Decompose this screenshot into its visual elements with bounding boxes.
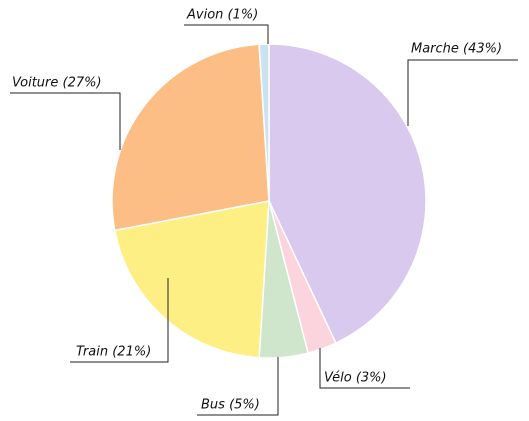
slice-label: Train (21%) — [76, 345, 151, 360]
leader-line — [70, 278, 169, 363]
pie-slice — [111, 43, 270, 232]
slice-label: Marche (43%) — [411, 42, 502, 57]
slice-label: Voiture (27%) — [12, 76, 102, 91]
leader-line — [10, 92, 121, 150]
pie-slice — [268, 43, 427, 345]
slice-label: Avion (1%) — [186, 8, 258, 23]
slice-label: Vélo (3%) — [324, 371, 387, 386]
pie-slice — [258, 43, 270, 202]
slice-label: Bus (5%) — [201, 398, 260, 413]
pie-slice — [113, 200, 270, 359]
leader-line — [197, 357, 279, 416]
leader-line — [407, 59, 518, 126]
leader-line — [184, 24, 269, 44]
leader-line — [319, 348, 410, 389]
